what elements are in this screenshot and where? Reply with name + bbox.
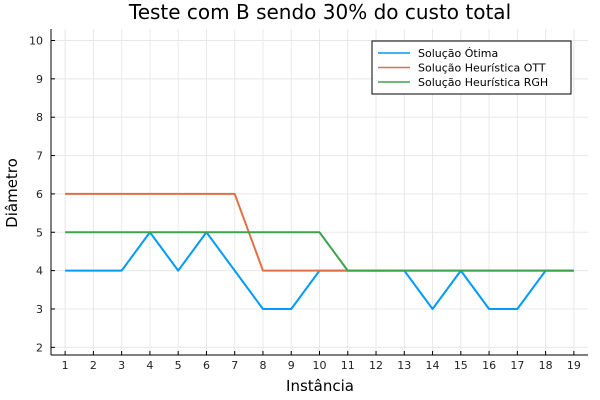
x-tick-label: 13 [397, 359, 411, 372]
y-tick-label: 4 [36, 265, 43, 278]
x-axis-title: Instância [286, 377, 354, 395]
x-tick-label: 2 [90, 359, 97, 372]
x-tick-label: 4 [146, 359, 153, 372]
x-tick-label: 17 [510, 359, 524, 372]
x-tick-label: 5 [175, 359, 182, 372]
x-tick-label: 8 [259, 359, 266, 372]
y-tick-label: 10 [29, 35, 43, 48]
x-tick-label: 11 [341, 359, 355, 372]
series-layer [65, 192, 574, 310]
y-tick-label: 8 [36, 111, 43, 124]
x-tick-label: 15 [454, 359, 468, 372]
y-tick-label: 2 [36, 341, 43, 354]
x-tick-label: 7 [231, 359, 238, 372]
x-tick-label: 9 [288, 359, 295, 372]
x-tick-label: 16 [482, 359, 496, 372]
x-tick-label: 3 [118, 359, 125, 372]
x-tick-label: 1 [62, 359, 69, 372]
legend-label-1: Solução Ótima [418, 47, 498, 60]
y-tick-label: 9 [36, 73, 43, 86]
chart-title: Teste com B sendo 30% do custo total [128, 0, 511, 24]
legend-box [371, 40, 572, 95]
series-line-3 [65, 231, 574, 272]
legend-label-2: Solução Heurística OTT [418, 62, 546, 75]
x-tick-label: 12 [369, 359, 383, 372]
x-tick-label: 14 [426, 359, 440, 372]
legend: Solução Ótima Solução Heurística OTTSoluç… [371, 40, 572, 95]
y-tick-label: 5 [36, 226, 43, 239]
y-axis-title: Diâmetro [3, 158, 21, 228]
x-tick-label: 18 [539, 359, 553, 372]
x-tick-label: 6 [203, 359, 210, 372]
legend-label-3: Solução Heurística RGH [418, 76, 548, 89]
x-tick-label: 19 [567, 359, 581, 372]
y-tick-label: 3 [36, 303, 43, 316]
x-tick-label: 10 [313, 359, 327, 372]
y-tick-label: 6 [36, 188, 43, 201]
y-tick-label: 7 [36, 150, 43, 163]
